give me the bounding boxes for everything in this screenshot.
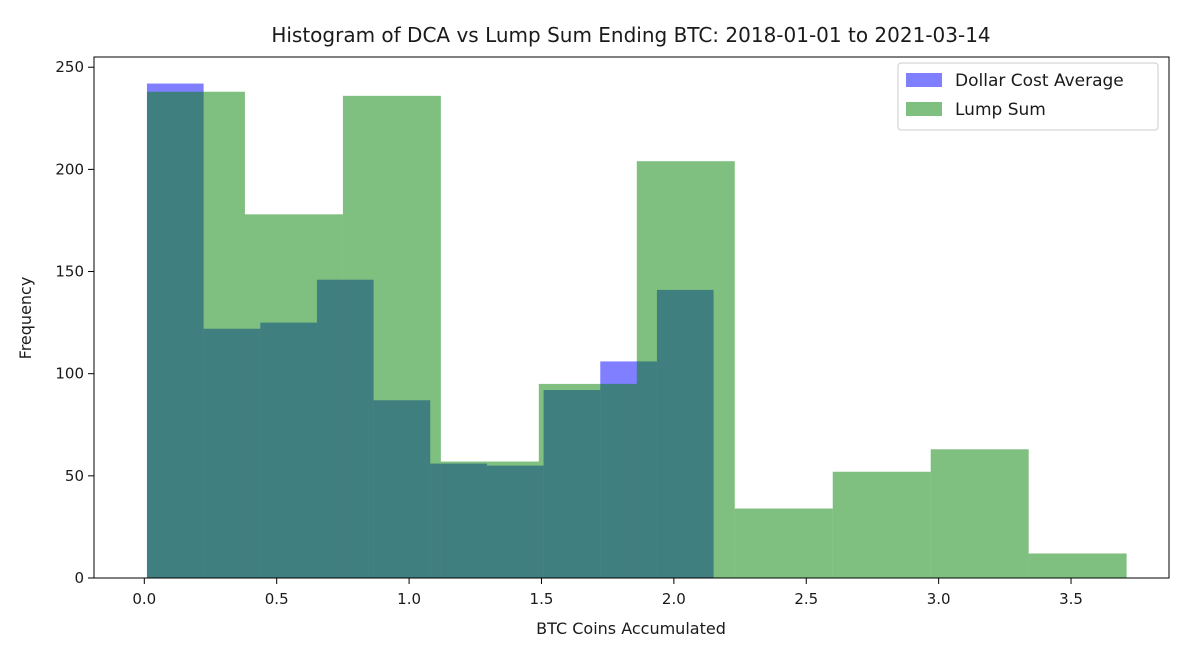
series-1-bars <box>146 91 1127 578</box>
histogram-bar <box>342 95 441 578</box>
legend: Dollar Cost Average Lump Sum <box>897 62 1159 131</box>
histogram-bar <box>636 161 735 578</box>
x-tick-label: 1.5 <box>530 590 554 608</box>
legend-frame <box>897 62 1159 131</box>
histogram-bar <box>244 214 343 578</box>
y-tick-label: 50 <box>65 467 84 485</box>
histogram-bar <box>440 461 539 578</box>
x-tick-label: 3.0 <box>927 590 951 608</box>
y-axis-label: Frequency <box>16 277 35 360</box>
bars-layer <box>146 83 1127 578</box>
x-tick-label: 2.0 <box>662 590 686 608</box>
legend-label: Dollar Cost Average <box>955 71 1124 91</box>
histogram-bar <box>832 471 931 578</box>
legend-label: Lump Sum <box>955 100 1046 120</box>
x-tick-label: 1.0 <box>397 590 421 608</box>
histogram-bar <box>538 383 637 578</box>
y-tick-label: 100 <box>55 365 84 383</box>
y-axis: 0 50 100 150 200 250 <box>55 58 94 587</box>
x-axis: 0.0 0.5 1.0 1.5 2.0 2.5 3.0 3.5 <box>132 578 1083 608</box>
y-tick-label: 150 <box>55 263 84 281</box>
plot-frame <box>93 56 1170 579</box>
x-tick-label: 2.5 <box>794 590 818 608</box>
histogram-bar <box>734 508 833 578</box>
histogram-bar <box>1028 553 1127 578</box>
legend-swatch <box>906 102 942 116</box>
y-tick-label: 0 <box>74 569 84 587</box>
histogram-bar <box>930 449 1029 578</box>
y-tick-label: 200 <box>55 160 84 178</box>
x-tick-label: 0.0 <box>132 590 156 608</box>
x-tick-label: 3.5 <box>1059 590 1083 608</box>
histogram-bar <box>146 91 245 578</box>
legend-swatch <box>906 73 942 87</box>
y-tick-label: 250 <box>55 58 84 76</box>
x-tick-label: 0.5 <box>265 590 289 608</box>
chart-title: Histogram of DCA vs Lump Sum Ending BTC:… <box>271 23 990 47</box>
x-axis-label: BTC Coins Accumulated <box>536 619 726 638</box>
